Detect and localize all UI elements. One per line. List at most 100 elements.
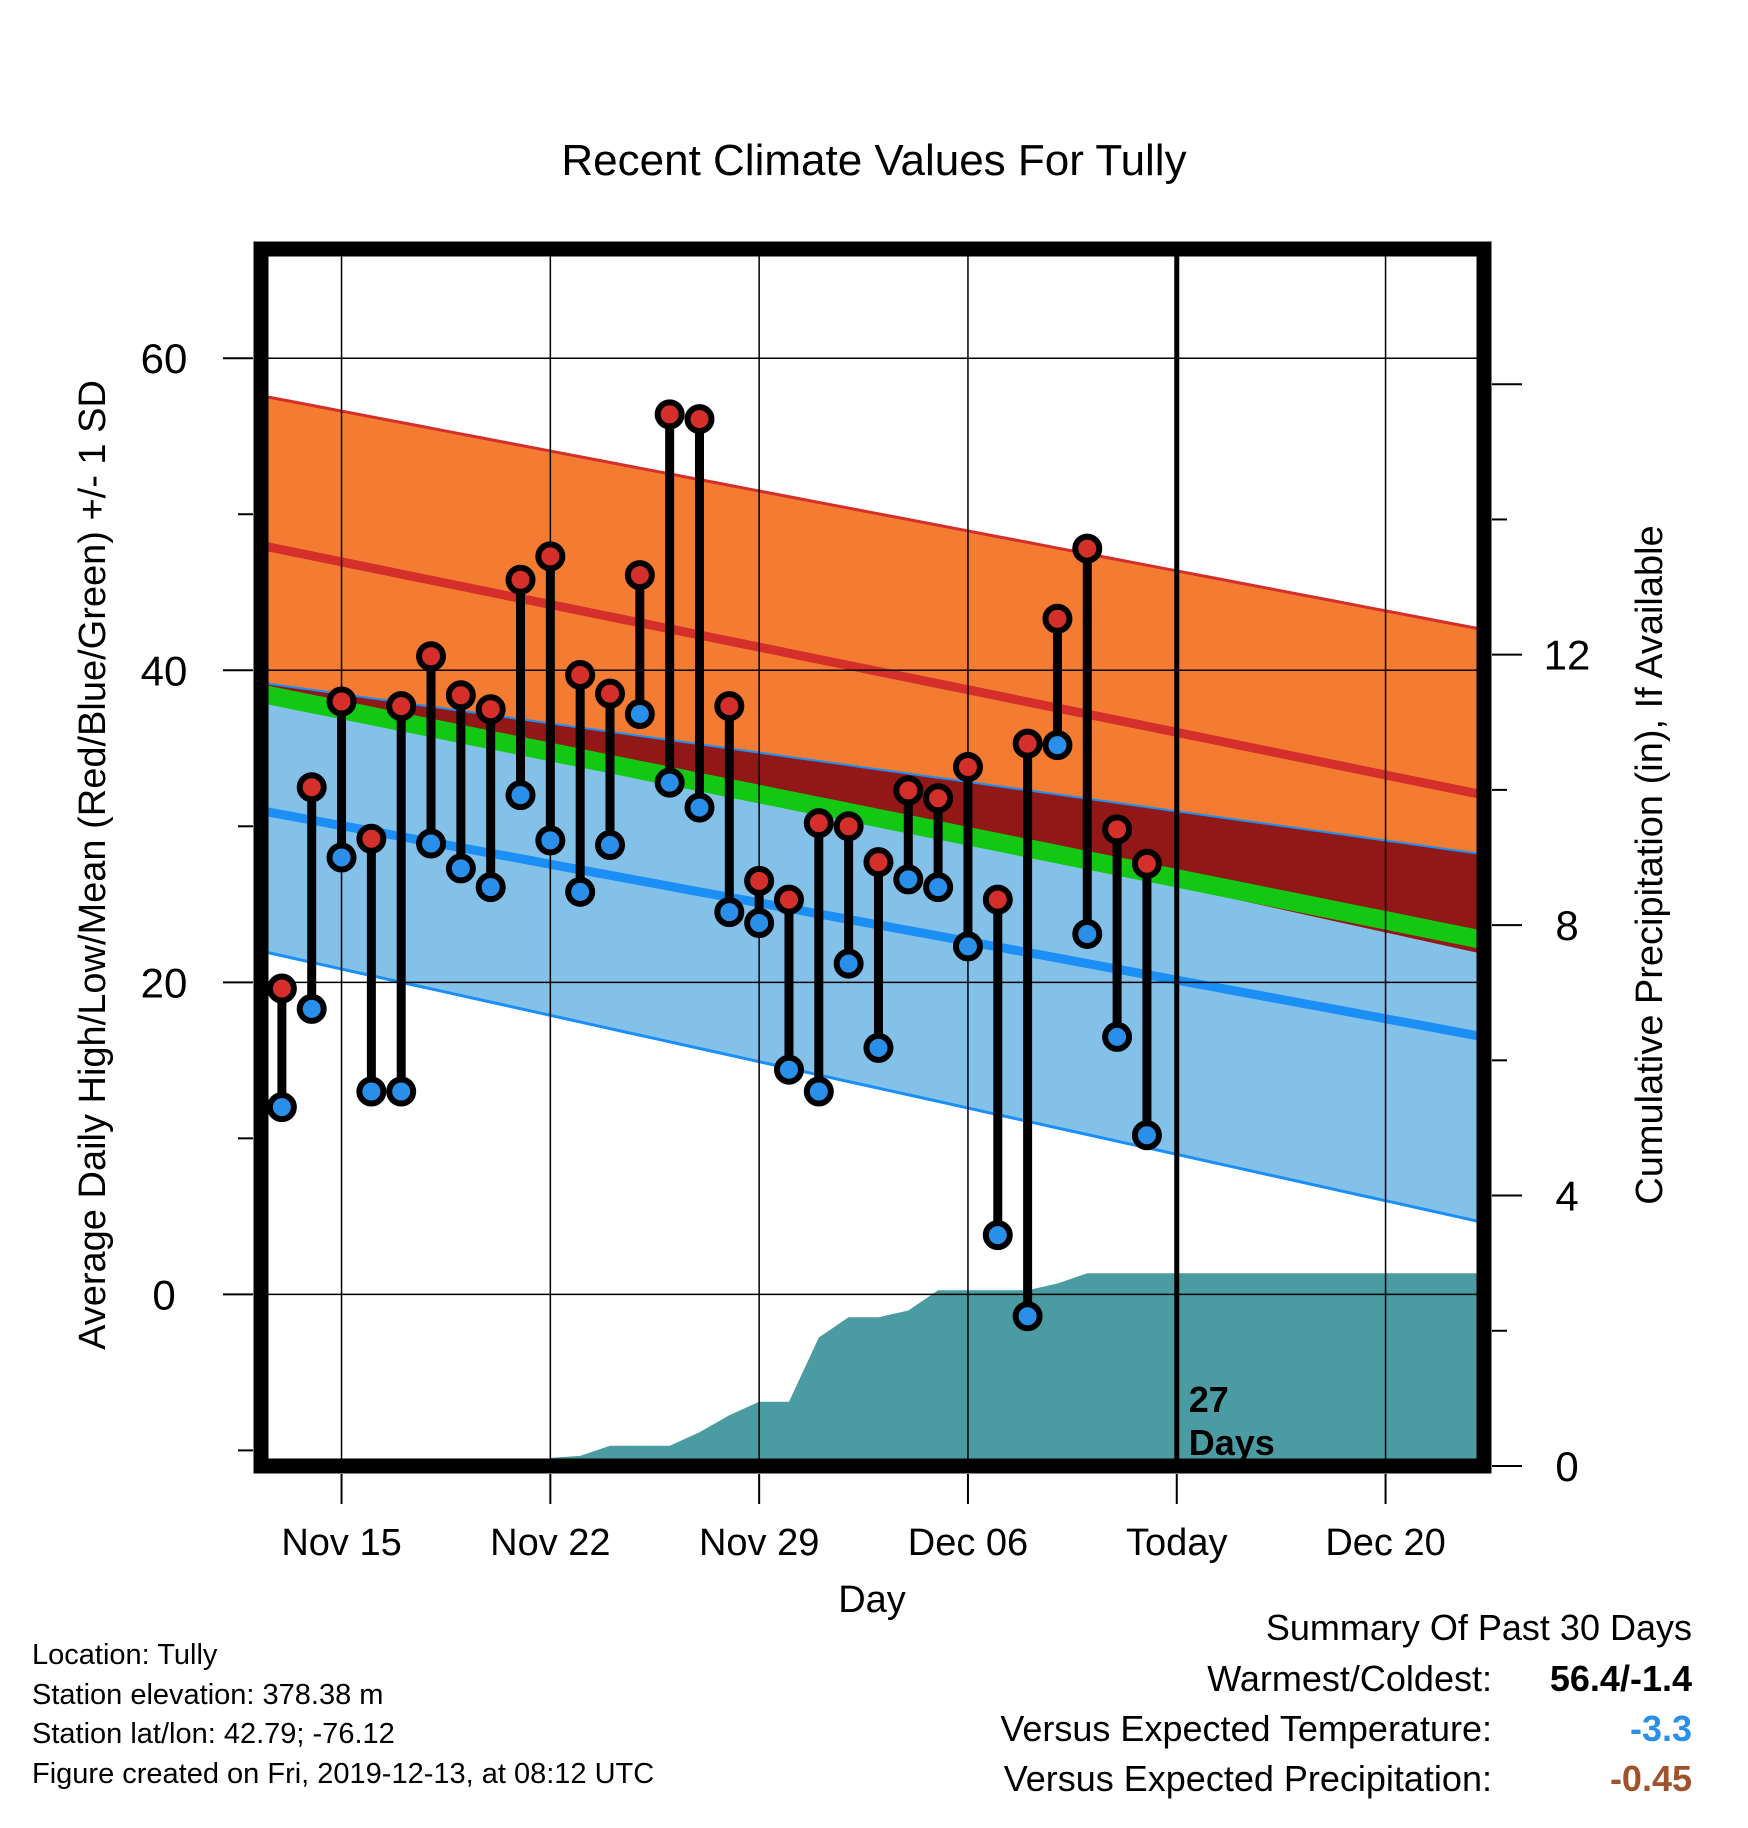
high-point [535,541,566,572]
high-point [1072,533,1103,564]
low-point [1131,1120,1162,1151]
y-tick-label: 60 [141,335,188,382]
low-point [475,872,506,903]
high-point [863,847,894,878]
summary-warm-cold-label: Warmest/Coldest: [1207,1658,1492,1699]
low-point [565,876,596,907]
high-point [893,775,924,806]
x-tick-label: Dec 06 [908,1522,1028,1564]
today-annotation-line: 27 [1189,1379,1229,1420]
low-point [386,1076,417,1107]
high-point [356,823,387,854]
low-point [445,853,476,884]
summary-precip-value: -0.45 [1609,1758,1692,1799]
y2-tick-label: 12 [1544,632,1591,679]
high-point [654,399,685,430]
summary-temp-value: -3.3 [1629,1708,1692,1749]
low-point [982,1220,1013,1251]
summary-temp: Versus Expected Temperature: -3.3 [1000,1711,1692,1747]
footer-latlon: Station lat/lon: 42.79; -76.12 [32,1718,395,1750]
plot-area [261,394,1484,1466]
high-point [952,752,983,783]
low-point [535,825,566,856]
x-tick-label: Nov 29 [699,1522,819,1564]
summary-temp-label: Versus Expected Temperature: [1000,1708,1492,1749]
climate-chart: Recent Climate Values For Tully 27 Days 0 2… [72,136,1671,1621]
today-annotation: 27 Days [1189,1379,1275,1463]
low-point [356,1076,387,1107]
low-point [833,948,864,979]
low-point [714,897,745,928]
summary-precip-label: Versus Expected Precipitation: [1003,1758,1492,1799]
high-point [773,884,804,915]
low-minus-sd-line [261,949,1484,1225]
high-point [416,641,447,672]
x-axis-label: Day [838,1579,906,1621]
x-tick-label: Dec 20 [1325,1522,1445,1564]
high-point [1042,603,1073,634]
y-tick-label: 0 [152,1271,175,1318]
high-point [714,691,745,722]
high-point [982,884,1013,915]
low-point [863,1032,894,1063]
high-point [475,694,506,725]
footer-elevation: Station elevation: 378.38 m [32,1679,384,1711]
high-point [1102,814,1133,845]
high-point [923,783,954,814]
y2-tick-label: 4 [1555,1173,1578,1220]
low-point [1012,1301,1043,1332]
low-point [296,993,327,1024]
y-axis-label: Average Daily High/Low/Mean (Red/Blue/Gr… [72,380,114,1350]
plot-frame [253,241,1492,1474]
chart-title: Recent Climate Values For Tully [561,136,1186,185]
summary-warm-cold: Warmest/Coldest: 56.4/-1.4 [1207,1661,1692,1697]
low-point [1072,918,1103,949]
high-point [595,678,626,709]
low-point [893,864,924,895]
low-point [326,842,357,873]
low-point [923,872,954,903]
y-tick-label: 40 [141,647,188,694]
high-point [565,659,596,690]
high-point [296,772,327,803]
low-point [505,780,536,811]
low-point [624,698,655,729]
y2-axis-label: Cumulative Precipitation (in), If Availa… [1629,525,1671,1204]
high-point [505,564,536,595]
low-point [1042,730,1073,761]
low-point [803,1076,834,1107]
high-point [744,865,775,896]
x-tick-label: Nov 15 [281,1522,401,1564]
x-tick-label: Today [1126,1522,1227,1564]
low-point [416,828,447,859]
summary-precip: Versus Expected Precipitation: -0.45 [1004,1761,1692,1797]
high-point [624,560,655,591]
high-plus-sd-line [261,394,1484,632]
today-annotation-line: Days [1189,1422,1275,1463]
high-point [1131,848,1162,879]
low-point [773,1054,804,1085]
precipitation-area [261,1273,1484,1466]
low-point [266,1092,297,1123]
y2-tick-label: 8 [1555,902,1578,949]
high-point [684,404,715,435]
high-point [833,811,864,842]
summary-warm-cold-value: 56.4/-1.4 [1549,1658,1692,1699]
high-point [803,808,834,839]
high-point [326,686,357,717]
low-point [744,908,775,939]
low-point [1102,1021,1133,1052]
y-tick-label: 20 [141,959,188,1006]
high-point [1012,728,1043,759]
high-point [386,691,417,722]
x-tick-label: Nov 22 [490,1522,610,1564]
footer-location: Location: Tully [32,1639,218,1671]
footer-created: Figure created on Fri, 2019-12-13, at 08… [32,1758,655,1790]
y2-tick-label: 0 [1555,1443,1578,1490]
high-point [445,680,476,711]
low-point [952,931,983,962]
high-point [266,973,297,1004]
low-point [654,767,685,798]
summary-title: Summary Of Past 30 Days [1265,1607,1692,1648]
low-point [595,830,626,861]
